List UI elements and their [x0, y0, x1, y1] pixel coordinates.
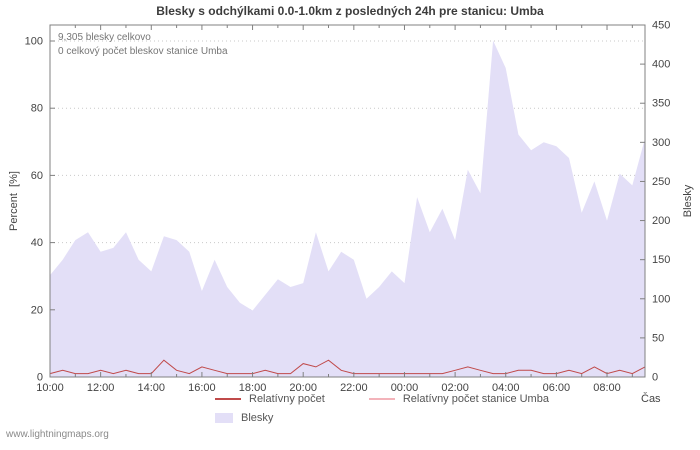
legend-item-relativny-pocet: Relatívny počet — [215, 393, 325, 405]
legend: Relatívny počet Relatívny počet stanice … — [215, 393, 549, 424]
annotation-total-count: 9,305 blesky celkovo — [58, 32, 151, 43]
x-tick-label: 04:00 — [492, 382, 520, 394]
y-tick-label: 0 — [37, 372, 43, 384]
legend-label-relativny-pocet-umba: Relatívny počet stanice Umba — [402, 393, 549, 405]
y2-tick-label: 150 — [652, 254, 670, 266]
legend-item-blesky: Blesky — [215, 412, 273, 424]
legend-label-blesky: Blesky — [241, 412, 274, 424]
x-tick-label: 12:00 — [87, 382, 115, 394]
lavender-area-swatch — [215, 413, 233, 423]
x-tick-label: 20:00 — [289, 382, 317, 394]
x-tick-label: 18:00 — [239, 382, 267, 394]
x-axis-label-cas: Čas — [641, 393, 661, 405]
annotations: 9,305 blesky celkovo 0 celkový počet ble… — [58, 31, 228, 59]
y2-tick-label: 350 — [652, 98, 670, 110]
x-tick-label: 22:00 — [340, 382, 368, 394]
x-tick-label: 14:00 — [138, 382, 166, 394]
legend-label-relativny-pocet: Relatívny počet — [249, 393, 325, 405]
y2-tick-label: 300 — [652, 137, 670, 149]
x-tick-label: 00:00 — [391, 382, 419, 394]
annotation-station-count: 0 celkový počet bleskov stanice Umba — [58, 46, 228, 57]
y2-tick-label: 400 — [652, 59, 670, 71]
y-tick-label: 60 — [31, 170, 43, 182]
y-tick-label: 80 — [31, 103, 43, 115]
watermark-link[interactable]: www.lightningmaps.org — [6, 429, 109, 440]
y-axis-label-percent: Percent [%] — [8, 171, 20, 231]
red-line-swatch — [215, 398, 241, 400]
blesky-area — [50, 40, 645, 377]
y2-tick-label: 200 — [652, 215, 670, 227]
x-tick-label: 16:00 — [188, 382, 216, 394]
chart-title: Blesky s odchýlkami 0.0-1.0km z posledný… — [156, 4, 544, 18]
plot-border — [49, 24, 646, 378]
y2-tick-label: 50 — [652, 332, 664, 344]
y-tick-label: 100 — [25, 36, 43, 48]
legend-row-area: Blesky — [215, 412, 549, 424]
y2-tick-label: 100 — [652, 293, 670, 305]
relativny-pocet-line — [49, 359, 646, 375]
pink-line-swatch — [368, 398, 395, 400]
x-tick-label: 10:00 — [36, 382, 64, 394]
legend-row-lines: Relatívny počet Relatívny počet stanice … — [215, 393, 549, 405]
x-tick-label: 02:00 — [441, 382, 469, 394]
y-tick-label: 40 — [31, 237, 43, 249]
legend-item-relativny-pocet-umba: Relatívny počet stanice Umba — [368, 393, 549, 405]
y2-tick-label: 250 — [652, 176, 670, 188]
y2-tick-label: 0 — [652, 372, 658, 384]
x-tick-label: 06:00 — [543, 382, 571, 394]
y2-tick-label: 450 — [652, 20, 670, 32]
y-axis-label-blesky: Blesky — [682, 184, 694, 218]
x-tick-label: 08:00 — [593, 382, 621, 394]
y-tick-label: 20 — [31, 304, 43, 316]
